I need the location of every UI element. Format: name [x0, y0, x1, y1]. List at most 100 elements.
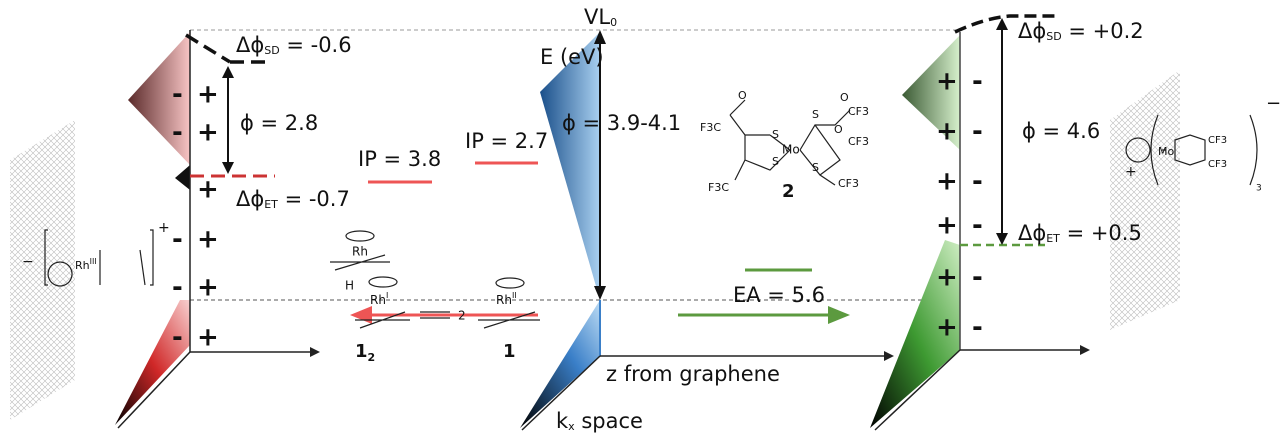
- arrowhead: [350, 306, 372, 324]
- arrowhead: [996, 233, 1008, 245]
- graphene-sheet: [1110, 70, 1180, 330]
- label-part: II: [512, 291, 517, 300]
- shape: [800, 110, 850, 185]
- label-part: space: [575, 409, 643, 433]
- arrowhead: [222, 162, 234, 174]
- charge: -: [972, 117, 983, 147]
- label-part: 2: [368, 351, 376, 364]
- charge: +: [197, 273, 219, 303]
- label: E (eV): [540, 45, 604, 69]
- label: CF3: [838, 177, 859, 190]
- label: O: [834, 123, 843, 136]
- shape: [496, 278, 524, 288]
- label: ΔϕET = -0.7: [236, 187, 350, 211]
- label: Rh: [352, 245, 368, 259]
- label: O: [738, 89, 747, 102]
- label: +: [1125, 164, 1137, 180]
- label: RhIII: [75, 257, 97, 273]
- charge: -: [972, 313, 983, 343]
- charge: -: [172, 80, 183, 110]
- label: CF3: [1208, 135, 1227, 146]
- arrowhead: [222, 66, 234, 78]
- label: RhII: [496, 291, 517, 307]
- arrowhead: [594, 286, 606, 300]
- charge: -: [972, 167, 983, 197]
- shape: [369, 277, 397, 287]
- charge: +: [936, 313, 958, 343]
- label: ϕ = 2.8: [240, 111, 318, 135]
- label: S: [812, 108, 819, 121]
- label-part: Rh: [496, 293, 512, 307]
- charge: +: [197, 225, 219, 255]
- label-part: = -0.6: [280, 33, 352, 57]
- label: +: [158, 220, 170, 236]
- diagram: ΔϕSD = -0.6 ϕ = 2.8 ΔϕET = -0.7 -----+++…: [0, 0, 1287, 435]
- label: Mo: [1158, 145, 1174, 158]
- charge: -: [972, 67, 983, 97]
- charge: -: [172, 225, 183, 255]
- label: −: [1266, 93, 1281, 114]
- charge: +: [936, 211, 958, 241]
- charge: -: [972, 211, 983, 241]
- molecule: [45, 230, 540, 328]
- label: 3: [1256, 184, 1262, 194]
- label: ϕ = 4.6: [1022, 119, 1100, 143]
- label: CF3: [848, 105, 869, 118]
- label-part: 1: [355, 341, 368, 362]
- arrowhead: [828, 306, 850, 324]
- label: H: [345, 279, 354, 293]
- label: EA = 5.6: [733, 283, 825, 307]
- label: F3C: [708, 181, 729, 194]
- label: S: [772, 128, 779, 141]
- label: ΔϕSD = +0.2: [1018, 19, 1144, 43]
- label-part: = +0.2: [1062, 19, 1144, 43]
- arrowhead: [310, 347, 320, 357]
- label-part: Δϕ: [1018, 19, 1046, 43]
- label-part: Δϕ: [236, 33, 264, 57]
- label-part: VL: [584, 5, 610, 29]
- label-part: Rh: [75, 259, 90, 272]
- label-part: k: [556, 409, 569, 433]
- label-part: SD: [264, 44, 279, 57]
- shape: [730, 100, 790, 180]
- label: ϕ = 3.9-4.1: [562, 111, 681, 135]
- label-part: Δϕ: [1018, 221, 1046, 245]
- arrowhead: [996, 18, 1008, 30]
- label-part: Δϕ: [236, 187, 264, 211]
- shape: [346, 231, 374, 241]
- label: −: [22, 254, 34, 270]
- label-part: III: [90, 257, 97, 266]
- charge: +: [936, 117, 958, 147]
- label: Mo: [782, 143, 800, 157]
- label: z from graphene: [606, 362, 780, 386]
- cone: [175, 165, 190, 190]
- label: kx space: [556, 409, 643, 433]
- charge: +: [197, 175, 219, 205]
- label-part: SD: [1046, 30, 1061, 43]
- label: 1: [503, 341, 516, 362]
- label: ΔϕSD = -0.6: [236, 33, 352, 57]
- arrowhead: [884, 351, 894, 361]
- label: 2: [458, 309, 466, 323]
- arrowhead: [1080, 345, 1090, 355]
- charge: +: [936, 263, 958, 293]
- charge: +: [197, 80, 219, 110]
- charge: -: [172, 273, 183, 303]
- label: CF3: [848, 135, 869, 148]
- label-part: I: [386, 291, 388, 300]
- charge: +: [197, 323, 219, 353]
- charge: -: [972, 263, 983, 293]
- label-part: 0: [610, 16, 617, 29]
- label: S: [812, 161, 819, 174]
- label: VL0: [584, 5, 617, 29]
- label: F3C: [700, 121, 721, 134]
- charge: -: [172, 323, 183, 353]
- cone: [115, 300, 190, 425]
- graphene-sheet: [10, 120, 75, 420]
- label: O: [840, 91, 849, 104]
- label-part: = -0.7: [278, 187, 350, 211]
- cone: [540, 32, 600, 300]
- charge: +: [936, 67, 958, 97]
- label-part: = +0.5: [1060, 221, 1142, 245]
- label-part: ET: [1046, 232, 1060, 245]
